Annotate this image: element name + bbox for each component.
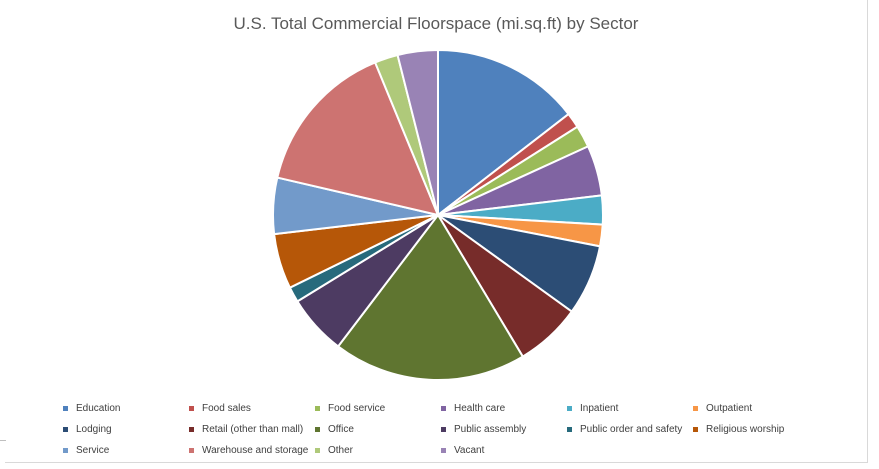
legend-item: Vacant bbox=[441, 440, 567, 461]
legend-swatch bbox=[693, 406, 698, 411]
legend-item: Outpatient bbox=[693, 398, 819, 419]
legend-label: Inpatient bbox=[580, 403, 619, 414]
legend-item: Religious worship bbox=[693, 419, 819, 440]
legend-swatch bbox=[315, 427, 320, 432]
pie-slice-education bbox=[437, 48, 570, 218]
legend-swatch bbox=[693, 427, 698, 432]
chart-title: U.S. Total Commercial Floorspace (mi.sq.… bbox=[233, 14, 639, 33]
legend-item: Food sales bbox=[189, 398, 315, 419]
legend-swatch bbox=[441, 448, 446, 453]
legend-swatch bbox=[189, 427, 194, 432]
legend-label: Religious worship bbox=[706, 424, 785, 435]
pie-slice-office bbox=[336, 213, 525, 381]
legend-swatch bbox=[441, 406, 446, 411]
legend-swatch bbox=[63, 427, 68, 432]
legend-item: Other bbox=[315, 440, 441, 461]
legend-label: Health care bbox=[454, 403, 506, 414]
legend-item: Public assembly bbox=[441, 419, 567, 440]
legend-swatch bbox=[315, 406, 320, 411]
legend-swatch bbox=[567, 427, 572, 432]
legend-swatch bbox=[315, 448, 320, 453]
legend-label: Vacant bbox=[454, 445, 485, 456]
legend-item: Public order and safety bbox=[567, 419, 693, 440]
pie-slice-vacant bbox=[396, 48, 439, 216]
legend-item: Lodging bbox=[63, 419, 189, 440]
legend-swatch bbox=[189, 406, 194, 411]
legend-label: Public assembly bbox=[454, 424, 527, 435]
legend-swatch bbox=[567, 406, 572, 411]
legend-item: Office bbox=[315, 419, 441, 440]
legend-label: Service bbox=[76, 445, 110, 456]
legend-label: Retail (other than mall) bbox=[202, 424, 304, 435]
legend-item: Food service bbox=[315, 398, 441, 419]
pie-slice-warehouse-and-storage bbox=[276, 61, 440, 217]
legend-label: Education bbox=[76, 403, 121, 414]
chart-area: U.S. Total Commercial Floorspace (mi.sq.… bbox=[5, 0, 868, 463]
legend-label: Public order and safety bbox=[580, 424, 683, 435]
pie-chart bbox=[272, 48, 604, 381]
legend-item: Inpatient bbox=[567, 398, 693, 419]
legend-label: Outpatient bbox=[706, 403, 753, 414]
legend-item: Education bbox=[63, 398, 189, 419]
legend-swatch bbox=[189, 448, 194, 453]
edge-marker-left bbox=[0, 440, 6, 441]
legend-item: Service bbox=[63, 440, 189, 461]
legend-label: Office bbox=[328, 424, 354, 435]
legend-label: Warehouse and storage bbox=[202, 445, 309, 456]
legend-label: Other bbox=[328, 445, 354, 456]
legend-item: Retail (other than mall) bbox=[189, 419, 315, 440]
legend-label: Lodging bbox=[76, 424, 112, 435]
legend-swatch bbox=[63, 448, 68, 453]
legend-label: Food service bbox=[328, 403, 386, 414]
legend-label: Food sales bbox=[202, 403, 251, 414]
legend-item: Health care bbox=[441, 398, 567, 419]
legend: Education Food sales Food service Health ca… bbox=[63, 398, 819, 461]
legend-item: Warehouse and storage bbox=[189, 440, 315, 461]
legend-swatch bbox=[63, 406, 68, 411]
legend-swatch bbox=[441, 427, 446, 432]
